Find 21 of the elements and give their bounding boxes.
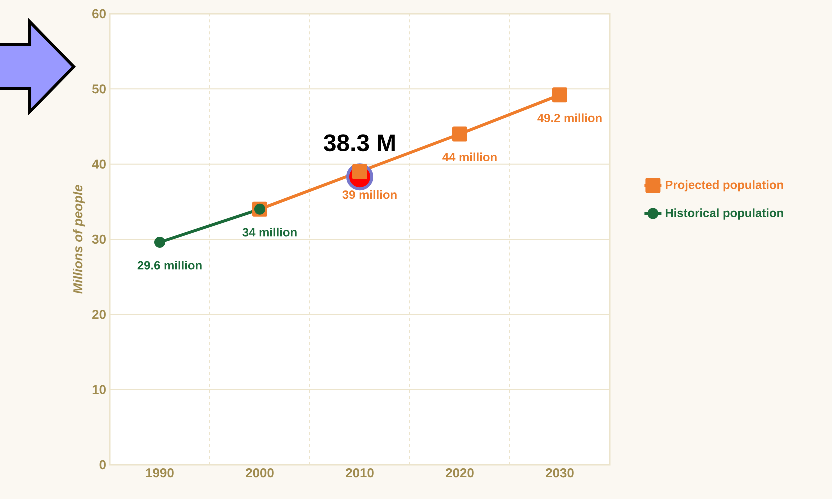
data-label: 34 million	[242, 228, 297, 237]
x-tick-label: 2010	[346, 468, 374, 478]
data-label: 49.2 million	[538, 114, 602, 122]
y-axis-title: Millions of people	[73, 185, 86, 294]
data-label: 39 million	[342, 190, 397, 200]
data-label: 44 million	[442, 152, 497, 162]
x-tick-label: 2030	[546, 468, 574, 478]
y-tick-label: 50	[92, 84, 106, 94]
y-tick-label: 40	[92, 160, 106, 169]
legend-label: Projected population	[666, 180, 784, 192]
y-tick-label: 0	[100, 460, 106, 470]
data-label: 38.3 M	[324, 134, 395, 152]
data-label: 29.6 million	[138, 261, 202, 270]
legend-label: Historical population	[666, 208, 784, 220]
x-tick-label: 2000	[246, 468, 274, 478]
y-tick-label: 20	[92, 310, 106, 320]
x-tick-label: 2020	[446, 468, 474, 478]
y-tick-label: 10	[92, 385, 106, 394]
x-tick-label: 1990	[146, 468, 174, 478]
y-tick-label: 60	[92, 9, 106, 19]
y-tick-label: 30	[92, 234, 106, 244]
